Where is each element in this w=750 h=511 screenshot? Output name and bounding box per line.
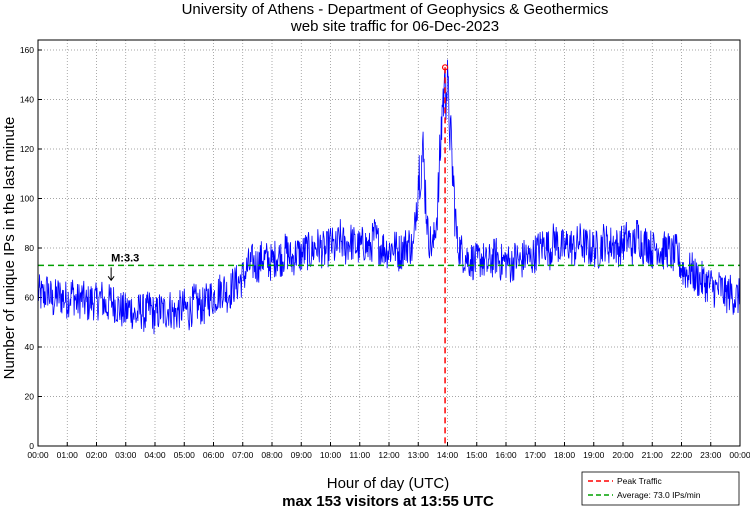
x-tick-label: 02:00: [86, 450, 108, 460]
x-tick-label: 01:00: [57, 450, 79, 460]
annotation-label: M:3.3: [111, 252, 139, 264]
x-tick-label: 22:00: [671, 450, 693, 460]
y-axis-label: Number of unique IPs in the last minute: [1, 117, 18, 380]
x-tick-label: 09:00: [291, 450, 313, 460]
x-tick-label: 05:00: [174, 450, 196, 460]
x-tick-label: 06:00: [203, 450, 225, 460]
x-tick-label: 04:00: [144, 450, 166, 460]
x-tick-label: 11:00: [349, 450, 370, 460]
x-tick-label: 17:00: [525, 450, 547, 460]
y-tick-label: 140: [20, 95, 34, 105]
x-tick-label: 12:00: [378, 450, 400, 460]
y-tick-label: 20: [25, 392, 35, 402]
y-tick-label: 60: [25, 293, 35, 303]
x-tick-label: 18:00: [554, 450, 576, 460]
x-axis-label: Hour of day (UTC): [327, 475, 450, 492]
y-tick-label: 160: [20, 45, 34, 55]
legend-average-label: Average: 73.0 IPs/min: [617, 490, 701, 500]
y-tick-label: 100: [20, 194, 34, 204]
y-tick-label: 80: [25, 243, 35, 253]
legend-peak-label: Peak Traffic: [617, 476, 662, 486]
x-tick-label: 08:00: [261, 450, 283, 460]
plot-frame: [37, 39, 741, 447]
legend: Peak Traffic Average: 73.0 IPs/min: [581, 471, 740, 506]
peak-marker: [441, 64, 449, 71]
x-tick-label: 00:00: [27, 450, 49, 460]
x-tick-label: 00:00: [729, 450, 750, 460]
x-tick-label: 20:00: [612, 450, 634, 460]
y-tick-label: 40: [25, 342, 35, 352]
x-tick-label: 16:00: [495, 450, 517, 460]
x-tick-label: 13:00: [408, 450, 430, 460]
x-tick-label: 19:00: [583, 450, 605, 460]
x-tick-label: 14:00: [437, 450, 459, 460]
x-tick-label: 03:00: [115, 450, 137, 460]
y-tick-label: 120: [20, 144, 34, 154]
traffic-series-line: [37, 59, 741, 335]
x-tick-label: 23:00: [700, 450, 722, 460]
x-tick-label: 10:00: [320, 450, 342, 460]
y-tick-label: 0: [29, 441, 34, 451]
x-axis-sublabel: max 153 visitors at 13:55 UTC: [282, 493, 494, 510]
x-tick-label: 07:00: [232, 450, 254, 460]
chart-subtitle: web site traffic for 06-Dec-2023: [290, 18, 499, 35]
annotation-arrow: [107, 267, 115, 282]
chart-title: University of Athens - Department of Geo…: [182, 1, 609, 18]
x-tick-label: 15:00: [466, 450, 488, 460]
x-tick-label: 21:00: [642, 450, 664, 460]
